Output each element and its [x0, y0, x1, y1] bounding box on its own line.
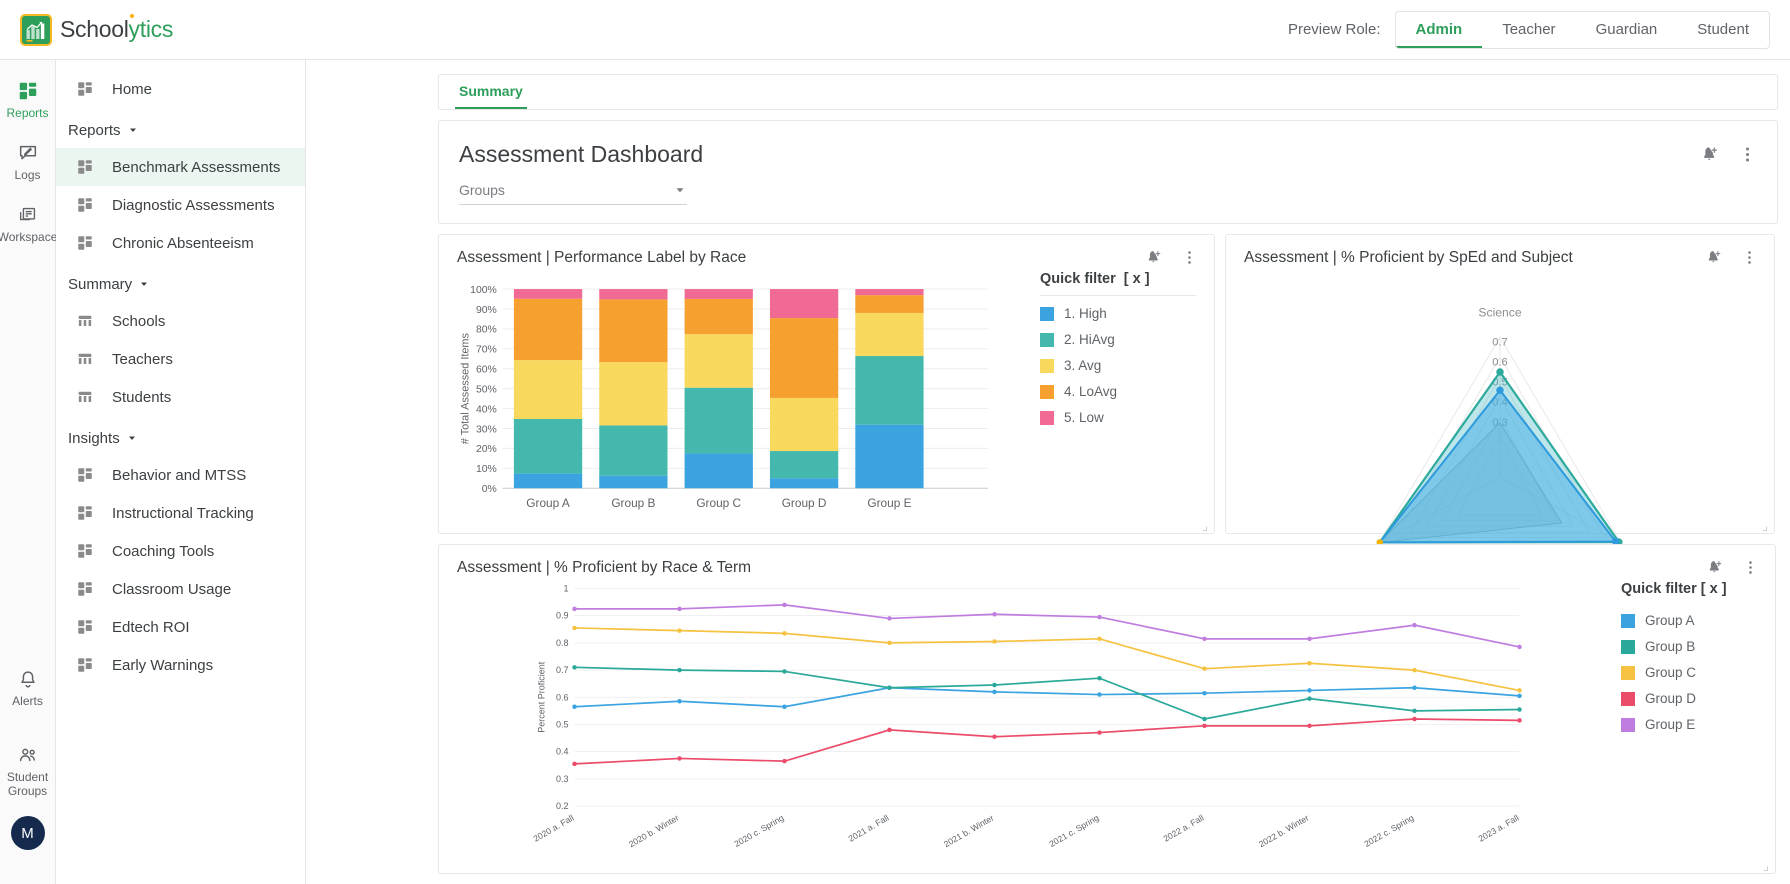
svg-text:2020 a. Fall: 2020 a. Fall: [532, 813, 576, 844]
svg-text:0.6: 0.6: [1492, 357, 1508, 369]
svg-text:0.6: 0.6: [556, 692, 569, 702]
svg-text:0%: 0%: [482, 484, 497, 495]
svg-text:0.7: 0.7: [1492, 336, 1508, 348]
svg-text:30%: 30%: [476, 424, 497, 435]
svg-text:20%: 20%: [476, 444, 497, 455]
svg-text:Percent Proficient: Percent Proficient: [537, 661, 547, 733]
svg-text:2020 c. Spring: 2020 c. Spring: [732, 812, 785, 849]
svg-text:50%: 50%: [476, 384, 497, 395]
svg-text:10%: 10%: [476, 464, 497, 475]
svg-text:2021 a. Fall: 2021 a. Fall: [847, 813, 891, 844]
svg-text:2020 b. Winter: 2020 b. Winter: [627, 813, 681, 850]
svg-text:1: 1: [563, 584, 568, 594]
svg-text:0.2: 0.2: [556, 801, 569, 811]
svg-text:90%: 90%: [476, 305, 497, 316]
svg-text:Group E: Group E: [867, 496, 911, 510]
svg-text:70%: 70%: [476, 345, 497, 356]
svg-text:Group B: Group B: [611, 496, 655, 510]
svg-text:0.8: 0.8: [556, 638, 569, 648]
svg-text:2022 a. Fall: 2022 a. Fall: [1162, 813, 1206, 844]
svg-text:60%: 60%: [476, 365, 497, 376]
svg-text:2022 c. Spring: 2022 c. Spring: [1362, 812, 1415, 849]
svg-text:0.4: 0.4: [556, 747, 569, 757]
svg-text:Group A: Group A: [526, 496, 570, 510]
svg-text:0.5: 0.5: [556, 719, 569, 729]
svg-text:80%: 80%: [476, 325, 497, 336]
svg-text:0.3: 0.3: [556, 774, 569, 784]
svg-text:Science: Science: [1478, 306, 1521, 320]
svg-text:Group C: Group C: [696, 496, 741, 510]
svg-text:0.7: 0.7: [556, 665, 569, 675]
svg-text:40%: 40%: [476, 404, 497, 415]
svg-text:0.9: 0.9: [556, 611, 569, 621]
svg-text:2023 a. Fall: 2023 a. Fall: [1477, 813, 1521, 844]
svg-text:Group D: Group D: [782, 496, 827, 510]
svg-text:2021 c. Spring: 2021 c. Spring: [1047, 812, 1100, 849]
svg-text:100%: 100%: [470, 285, 497, 296]
svg-text:2021 b. Winter: 2021 b. Winter: [942, 813, 996, 850]
svg-text:2022 b. Winter: 2022 b. Winter: [1257, 813, 1311, 850]
svg-text:# Total Assessed Items: # Total Assessed Items: [459, 333, 471, 445]
